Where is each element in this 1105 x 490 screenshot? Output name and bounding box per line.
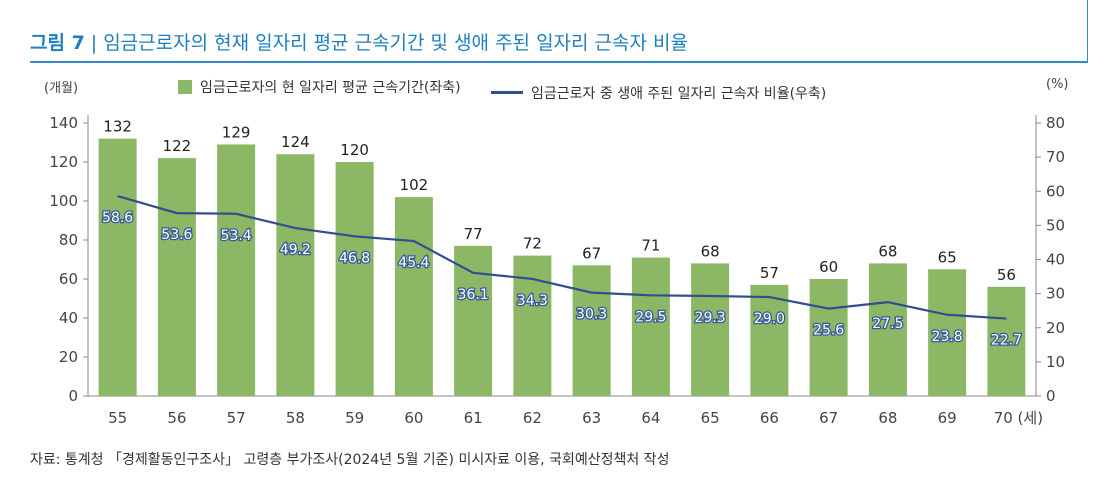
figure-separator: | xyxy=(90,32,98,54)
bar-value-label: 67 xyxy=(582,244,601,262)
bar xyxy=(98,138,137,396)
bar xyxy=(631,257,670,396)
legend-label-line: 임금근로자 중 생애 주된 일자리 근속자 비율(우축) xyxy=(531,85,827,102)
bar-value-label: 129 xyxy=(222,123,251,141)
bar xyxy=(691,263,730,396)
left-axis-tick-label: 40 xyxy=(59,309,78,327)
left-axis-tick-label: 140 xyxy=(49,114,78,132)
bar xyxy=(335,162,374,396)
line-value-label: 46.8 xyxy=(339,250,370,266)
line-series-path xyxy=(117,194,1007,320)
bar-value-label: 68 xyxy=(878,242,897,260)
right-axis-tick-label: 20 xyxy=(1046,319,1065,337)
left-axis-tick-label: 80 xyxy=(59,231,78,249)
x-axis-tick-label: 68 xyxy=(878,409,897,427)
bar xyxy=(217,144,256,396)
bar xyxy=(572,265,611,396)
line-value-label: 29.5 xyxy=(635,309,666,325)
line-value-label: 29.3 xyxy=(695,310,726,326)
line-value-label: 25.6 xyxy=(813,323,844,339)
x-axis-tick-label: 55 xyxy=(108,409,127,427)
bar-value-label: 71 xyxy=(641,237,660,255)
bar-value-label: 120 xyxy=(340,141,369,159)
bar xyxy=(454,245,493,396)
bar-value-label: 132 xyxy=(103,118,132,136)
bar xyxy=(157,158,196,396)
left-axis-tick-label: 20 xyxy=(59,348,78,366)
figure-number: 그림 7 xyxy=(30,32,85,54)
left-axis-unit: (개월) xyxy=(44,81,79,96)
bar-value-label: 124 xyxy=(281,133,310,151)
chart-legend: 임금근로자의 현 일자리 평균 근속기간(좌축) 임금근로자 중 생애 주된 일… xyxy=(178,77,852,103)
right-axis-unit: (%) xyxy=(1046,77,1069,92)
legend-item-bar: 임금근로자의 현 일자리 평균 근속기간(좌축) xyxy=(178,77,461,97)
bar-value-label: 65 xyxy=(938,248,957,266)
x-axis-tick-label: 56 xyxy=(167,409,186,427)
legend-swatch-line xyxy=(491,91,524,94)
line-value-label: 27.5 xyxy=(872,316,903,332)
source-note: 자료: 통계청 「경제활동인구조사」 고령층 부가조사(2024년 5월 기준)… xyxy=(30,452,670,468)
line-value-label: 53.6 xyxy=(161,227,192,243)
figure-header: 그림 7 | 임금근로자의 현재 일자리 평균 근속기간 및 생애 주된 일자리 근… xyxy=(0,0,1088,62)
right-axis-tick-label: 30 xyxy=(1046,285,1065,303)
line-value-label: 22.7 xyxy=(991,333,1022,349)
bar xyxy=(394,197,433,396)
x-axis-tick-label: 64 xyxy=(641,409,660,427)
right-axis-tick-label: 50 xyxy=(1046,216,1065,234)
bar-value-label: 122 xyxy=(163,137,192,155)
x-axis-tick-label: 61 xyxy=(464,409,483,427)
right-axis-tick-label: 60 xyxy=(1046,182,1065,200)
x-axis-tick-label: 69 xyxy=(938,409,957,427)
left-axis-tick-label: 60 xyxy=(59,270,78,288)
bar-value-label: 77 xyxy=(464,225,483,243)
bar xyxy=(987,286,1026,396)
line-value-label: 49.2 xyxy=(280,242,311,258)
left-axis-tick-label: 100 xyxy=(49,192,78,210)
x-axis-tick-label: 57 xyxy=(227,409,246,427)
line-value-label: 30.3 xyxy=(576,307,607,323)
bar-value-label: 56 xyxy=(997,266,1016,284)
x-axis-tick-label: 59 xyxy=(345,409,364,427)
right-axis-tick-label: 40 xyxy=(1046,251,1065,269)
right-axis-tick-label: 10 xyxy=(1046,353,1065,371)
right-axis-tick-label: 70 xyxy=(1046,148,1065,166)
right-axis-tick-label: 0 xyxy=(1046,387,1056,405)
x-axis-tick-label: 62 xyxy=(523,409,542,427)
bar-value-label: 60 xyxy=(819,258,838,276)
bar xyxy=(750,284,789,396)
bar xyxy=(928,269,967,396)
x-axis-tick-label: 60 xyxy=(404,409,423,427)
line-value-label: 36.1 xyxy=(458,287,489,303)
legend-label-bar: 임금근로자의 현 일자리 평균 근속기간(좌축) xyxy=(200,80,461,96)
line-value-label: 23.8 xyxy=(932,329,963,345)
legend-item-line: 임금근로자 중 생애 주된 일자리 근속자 비율(우축) xyxy=(491,83,826,103)
x-axis-tick-label: 67 xyxy=(819,409,838,427)
figure-title-text: 임금근로자의 현재 일자리 평균 근속기간 및 생애 주된 일자리 근속자 비율 xyxy=(103,32,689,54)
left-axis-tick-label: 120 xyxy=(49,153,78,171)
bar-value-label: 57 xyxy=(760,264,779,282)
header-rule xyxy=(30,61,1088,63)
x-axis-tick-label: 66 xyxy=(760,409,779,427)
line-value-label: 45.4 xyxy=(398,255,429,271)
legend-swatch-bar xyxy=(178,80,192,94)
right-axis-tick-label: 80 xyxy=(1046,114,1065,132)
figure-title: 그림 7 | 임금근로자의 현재 일자리 평균 근속기간 및 생애 주된 일자리 근… xyxy=(30,28,688,55)
bar-value-label: 72 xyxy=(523,235,542,253)
x-axis-tick-label: 65 xyxy=(701,409,720,427)
bar xyxy=(868,263,907,396)
left-axis-tick-label: 0 xyxy=(68,387,78,405)
x-axis-tick-label: 63 xyxy=(582,409,601,427)
line-value-label: 29.0 xyxy=(754,311,785,327)
line-value-label: 34.3 xyxy=(517,293,548,309)
x-axis-tick-label: 58 xyxy=(286,409,305,427)
bar xyxy=(809,279,848,396)
bar-value-label: 68 xyxy=(701,242,720,260)
line-value-label: 58.6 xyxy=(102,210,133,226)
line-value-label: 53.4 xyxy=(221,228,252,244)
combo-chart: 0 20 40 60 80 100 120 140 0 10 20 30 40 50 60 70 80 132 12… xyxy=(49,114,1065,427)
bar-value-label: 102 xyxy=(400,176,429,194)
x-axis-tick-label: 70 (세) xyxy=(994,409,1043,427)
bar xyxy=(276,154,315,396)
